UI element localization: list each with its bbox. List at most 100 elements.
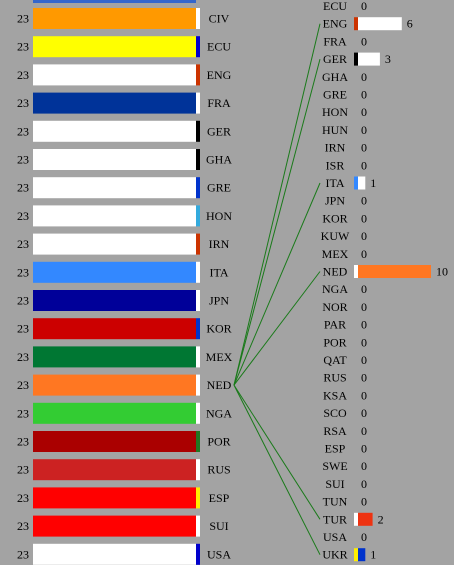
left-bar[interactable]	[33, 149, 196, 170]
left-row-ecu[interactable]: 23 ECU	[17, 36, 231, 58]
right-row-sco[interactable]: SCO 0	[323, 406, 367, 420]
left-bar-stripe	[196, 374, 200, 396]
right-row-ned[interactable]: NED 10	[323, 265, 448, 279]
left-row-mex[interactable]: 23 MEX	[17, 346, 233, 368]
right-value-label: 0	[361, 424, 367, 438]
left-row-nga[interactable]: 23 NGA	[17, 402, 232, 424]
right-row-hun[interactable]: HUN 0	[322, 123, 367, 137]
right-value-label: 0	[361, 123, 367, 137]
left-bar[interactable]	[33, 64, 196, 86]
left-bar[interactable]	[33, 543, 196, 565]
right-row-jpn[interactable]: JPN 0	[325, 194, 367, 208]
right-row-sui[interactable]: SUI 0	[325, 477, 367, 491]
left-bar[interactable]	[33, 36, 196, 58]
right-bar[interactable]	[358, 17, 402, 31]
left-bar[interactable]	[33, 177, 196, 199]
right-category-label: ECU	[323, 0, 347, 13]
right-row-swe[interactable]: SWE 0	[322, 459, 367, 473]
right-category-label: FRA	[323, 34, 347, 48]
left-row-usa[interactable]: 23 USA	[17, 543, 231, 565]
right-row-kor[interactable]: KOR 0	[322, 211, 367, 225]
left-row-esp[interactable]: 23 ESP	[17, 487, 230, 509]
right-row-gre[interactable]: GRE 0	[323, 88, 367, 102]
right-value-label: 0	[361, 318, 367, 332]
left-bar[interactable]	[33, 515, 196, 537]
right-row-isr[interactable]: ISR 0	[326, 158, 367, 172]
right-row-gha[interactable]: GHA 0	[322, 70, 367, 84]
left-bar[interactable]	[33, 346, 196, 368]
left-row-ita[interactable]: 23 ITA	[17, 261, 229, 283]
right-row-rus[interactable]: RUS 0	[323, 371, 367, 385]
right-row-fra[interactable]: FRA 0	[323, 34, 367, 48]
right-row-nga[interactable]: NGA 0	[322, 282, 367, 296]
right-row-eng[interactable]: ENG 6	[323, 17, 413, 31]
left-row-ned[interactable]: 23 NED	[17, 374, 232, 396]
right-row-kuw[interactable]: KUW 0	[321, 229, 367, 243]
right-row-irn[interactable]: IRN 0	[325, 141, 367, 155]
left-bar-stripe	[196, 36, 200, 58]
left-row-jpn[interactable]: 23 JPN	[17, 290, 229, 311]
right-value-label: 0	[361, 459, 367, 473]
left-row-gha[interactable]: 23 GHA	[17, 149, 232, 170]
right-bar[interactable]	[358, 52, 380, 66]
right-row-par[interactable]: PAR 0	[324, 318, 367, 332]
right-row-esp[interactable]: ESP 0	[325, 442, 367, 456]
right-bar[interactable]	[358, 265, 431, 278]
right-row-qat[interactable]: QAT 0	[323, 353, 367, 367]
right-row-ger[interactable]: GER 3	[323, 52, 391, 66]
right-row-nor[interactable]: NOR 0	[322, 300, 367, 314]
right-row-tun[interactable]: TUN 0	[323, 495, 367, 509]
left-bar[interactable]	[33, 205, 196, 227]
left-category-label: SUI	[209, 519, 228, 533]
right-row-mex[interactable]: MEX 0	[322, 247, 367, 261]
left-row-gre[interactable]: 23 GRE	[17, 177, 231, 199]
right-category-label: UKR	[322, 548, 347, 562]
left-row-ger[interactable]: 23 GER	[17, 120, 231, 142]
right-panel: ECU 0 ENG 6 FRA 0 GER 3 GHA 0 GRE 0 HON 0 HUN 0 IRN 0 ISR 0…	[321, 0, 448, 562]
left-row-por[interactable]: 23 POR	[17, 431, 231, 452]
right-row-ita[interactable]: ITA 1	[325, 176, 376, 190]
right-category-label: SCO	[323, 406, 347, 420]
left-row-irn[interactable]: 23 IRN	[17, 233, 230, 255]
right-row-ecu[interactable]: ECU 0	[323, 0, 367, 13]
left-bar[interactable]	[33, 120, 196, 142]
right-row-ukr[interactable]: UKR 1	[322, 548, 376, 562]
left-value-label: 23	[17, 322, 29, 336]
left-bar[interactable]	[33, 290, 196, 311]
left-value-label: 23	[17, 12, 29, 26]
left-row-eng[interactable]: 23 ENG	[17, 64, 232, 86]
left-row-fra[interactable]: 23 FRA	[17, 92, 231, 114]
left-bar[interactable]	[33, 8, 196, 29]
right-value-label: 0	[361, 282, 367, 296]
right-row-por[interactable]: POR 0	[323, 335, 367, 349]
right-bar[interactable]	[358, 512, 373, 526]
left-row-kor[interactable]: 23 KOR	[17, 318, 232, 340]
left-category-label: JPN	[209, 294, 229, 308]
right-category-label: USA	[323, 530, 347, 544]
right-category-label: SUI	[325, 477, 344, 491]
left-value-label: 23	[17, 181, 29, 195]
right-bar[interactable]	[358, 176, 366, 190]
right-row-ksa[interactable]: KSA 0	[323, 388, 367, 402]
left-bar[interactable]	[33, 318, 196, 340]
left-bar[interactable]	[33, 92, 196, 114]
left-bar[interactable]	[33, 431, 196, 452]
right-row-hon[interactable]: HON 0	[322, 105, 367, 119]
left-row-hon[interactable]: 23 HON	[17, 205, 232, 227]
right-row-usa[interactable]: USA 0	[323, 530, 367, 544]
right-bar[interactable]	[358, 548, 366, 562]
left-row-rus[interactable]: 23 RUS	[17, 459, 231, 481]
left-row-sui[interactable]: 23 SUI	[17, 515, 229, 537]
left-bar[interactable]	[33, 261, 196, 283]
left-bar[interactable]	[33, 233, 196, 255]
left-bar[interactable]	[33, 459, 196, 481]
left-bar-stripe	[196, 64, 200, 86]
left-category-label: GHA	[206, 153, 232, 167]
left-row-civ[interactable]: 23 CIV	[17, 8, 230, 29]
left-bar[interactable]	[33, 487, 196, 509]
right-row-rsa[interactable]: RSA 0	[323, 424, 367, 438]
right-value-label: 0	[361, 88, 367, 102]
left-bar[interactable]	[33, 374, 196, 396]
right-row-tur[interactable]: TUR 2	[323, 512, 384, 526]
left-bar[interactable]	[33, 402, 196, 424]
